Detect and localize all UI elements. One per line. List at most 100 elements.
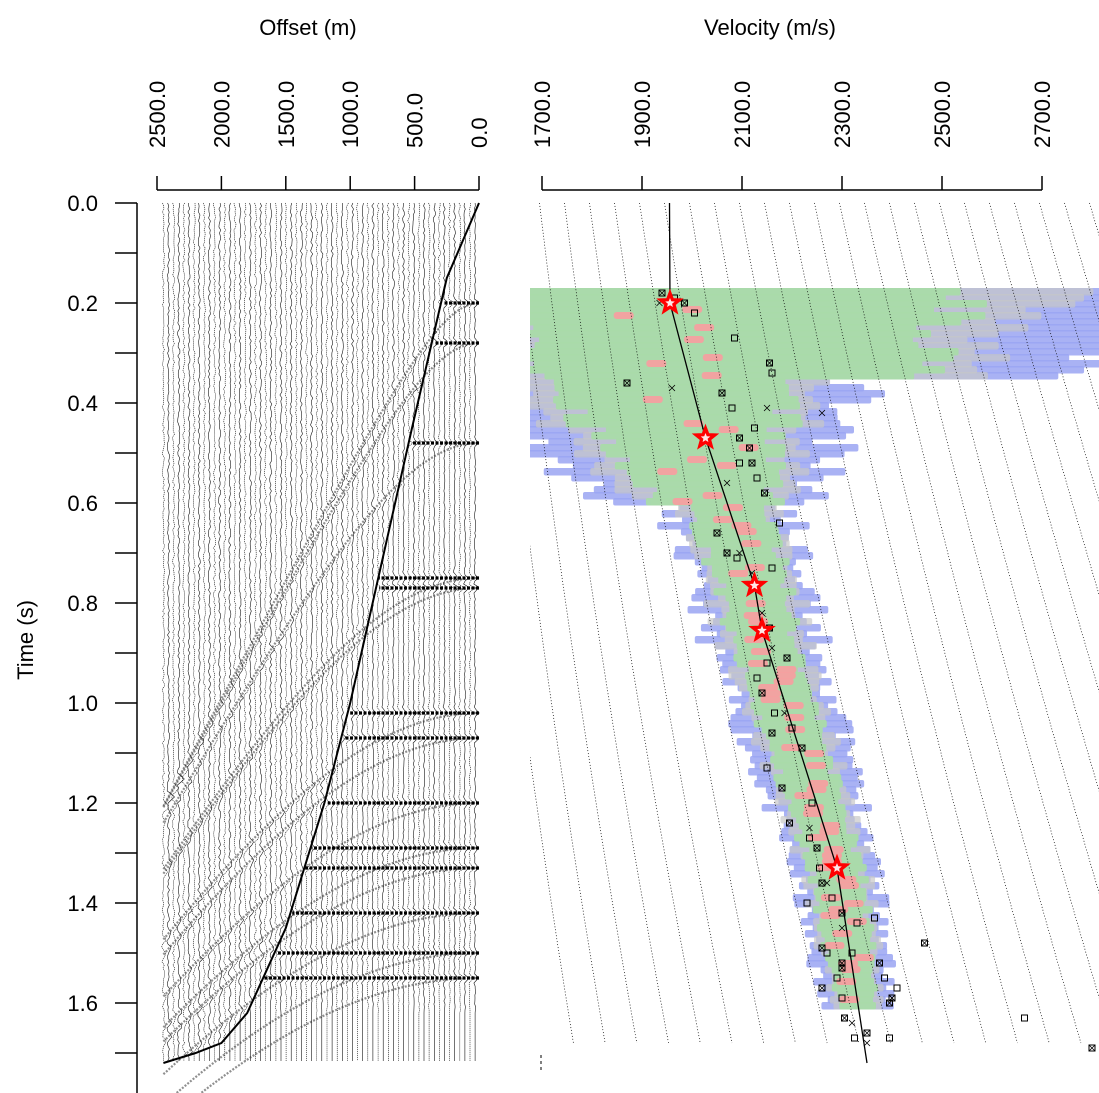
semblance-mid	[736, 642, 795, 650]
seismic-trace	[401, 202, 408, 1061]
seismic-trace	[361, 202, 368, 1061]
nmo-guide-curve	[939, 202, 1099, 792]
semblance-high	[687, 456, 708, 463]
semblance-mid	[783, 768, 828, 776]
seismic-trace	[473, 202, 480, 1061]
velocity-picks	[656, 288, 851, 880]
semblance-high	[702, 492, 723, 499]
semblance-box-cross	[766, 360, 773, 366]
semblance-box-marker	[813, 844, 821, 852]
semblance-box-marker	[881, 974, 888, 982]
semblance-box-marker	[886, 1034, 893, 1042]
semblance-mid	[796, 816, 846, 824]
seismic-trace	[371, 202, 378, 1061]
semblance-box-marker	[771, 709, 778, 717]
nmo-guide-curve	[664, 202, 828, 1044]
semblance-box-marker	[798, 744, 806, 752]
semblance-high	[672, 498, 693, 505]
semblance-high	[712, 516, 733, 523]
semblance-box-cross	[784, 655, 790, 661]
semblance-mid	[533, 324, 917, 332]
seismic-trace	[330, 202, 337, 1061]
semblance-box-marker	[658, 289, 666, 297]
offset-tick-label: 500.0	[403, 93, 428, 148]
semblance-x-marker	[838, 924, 846, 932]
velocity-pick-star-center	[832, 863, 842, 872]
semblance-high	[823, 846, 844, 853]
time-tick-label: 0.4	[67, 391, 98, 416]
semblance-high	[853, 954, 874, 961]
time-axis-title: Time (s)	[13, 600, 38, 680]
velocity-tick-label: 1700.0	[530, 81, 555, 148]
reflection-event	[199, 976, 479, 1093]
semblance-box-cross	[681, 300, 688, 306]
semblance-high	[736, 528, 757, 535]
semblance-mid	[530, 348, 959, 356]
velocity-semblance-panel: 1700.0 1900.0 2100.0 2300.0 2500.0 2700.0	[530, 81, 1099, 1071]
semblance-high	[613, 312, 634, 319]
semblance-box-marker	[823, 949, 831, 957]
seismic-trace	[350, 202, 357, 1061]
seismic-trace	[412, 202, 419, 1061]
seismic-trace	[176, 202, 185, 1062]
nmo-guide-curve	[914, 202, 1099, 894]
semblance-box-marker	[871, 914, 878, 922]
time-tick-label: 1.2	[67, 791, 98, 816]
seismic-trace	[320, 202, 327, 1061]
nmo-guide-curve	[789, 202, 987, 1044]
semblance-high	[758, 684, 779, 691]
semblance-x-marker	[723, 479, 731, 487]
semblance-box-marker	[863, 1029, 871, 1037]
semblance-high	[745, 600, 766, 607]
semblance-x-marker	[768, 644, 776, 652]
nmo-guide-curve	[530, 754, 574, 1044]
semblance-box-marker	[786, 819, 793, 827]
seismic-trace	[427, 202, 434, 1061]
seismic-trace	[309, 202, 316, 1061]
semblance-box-cross	[839, 910, 845, 916]
semblance-box-cross	[786, 820, 793, 826]
semblance-box-cross	[864, 1030, 870, 1036]
semblance-box-marker	[728, 404, 736, 412]
semblance-box-cross	[819, 880, 825, 886]
semblance-high	[743, 612, 764, 619]
semblance-box-marker	[768, 369, 776, 377]
seismic-trace	[468, 202, 475, 1061]
seismic-trace	[238, 202, 245, 1061]
semblance-mid	[563, 414, 801, 422]
seismic-trace	[202, 202, 209, 1061]
semblance-high	[781, 744, 802, 751]
semblance-box-marker	[748, 459, 756, 467]
semblance-high	[775, 672, 796, 679]
semblance-box-marker	[736, 459, 743, 467]
semblance-high	[820, 822, 841, 829]
semblance-x-marker	[848, 1019, 856, 1027]
semblance-x-marker	[736, 549, 743, 557]
semblance-high	[750, 648, 771, 655]
reflection-event	[162, 341, 480, 808]
time-tick-label: 0.2	[67, 291, 98, 316]
semblance-box-marker	[768, 729, 776, 737]
semblance-high	[840, 966, 861, 973]
semblance-box-cross	[839, 965, 845, 971]
time-tick-label: 0.8	[67, 591, 98, 616]
semblance-x-marker	[806, 824, 813, 832]
semblance-high	[843, 900, 864, 907]
semblance-box-marker	[766, 359, 773, 367]
semblance-box-marker	[838, 909, 846, 917]
semblance-box-marker	[851, 1034, 858, 1042]
semblance-high	[836, 876, 857, 883]
semblance-box-cross	[814, 845, 820, 851]
semblance-mid	[534, 360, 923, 368]
semblance-high	[808, 780, 829, 787]
velocity-axis: 1700.0 1900.0 2100.0 2300.0 2500.0 2700.0	[530, 81, 1055, 191]
seismic-trace	[335, 202, 342, 1061]
semblance-mid	[710, 552, 776, 560]
semblance-box-cross	[819, 985, 825, 991]
time-tick-label: 0.0	[67, 191, 98, 216]
seismic-trace	[376, 202, 383, 1061]
seismic-trace	[217, 202, 224, 1061]
semblance-high	[784, 714, 805, 721]
semblance-box-marker	[691, 309, 698, 317]
seismic-trace	[305, 203, 311, 1061]
